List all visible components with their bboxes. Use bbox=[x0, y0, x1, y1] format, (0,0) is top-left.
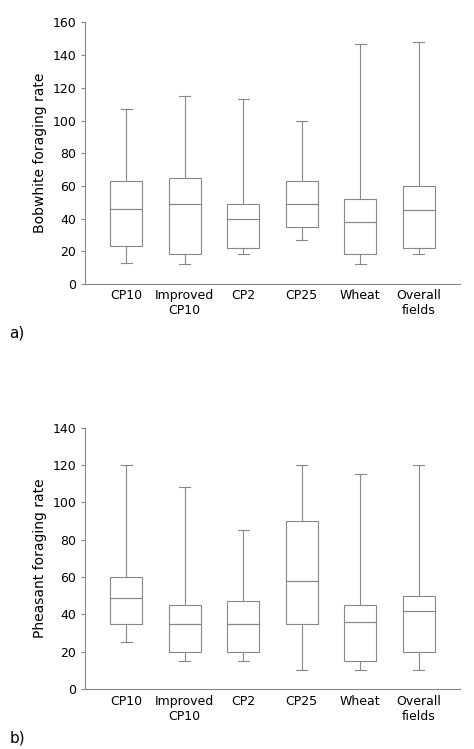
Bar bbox=[110, 181, 142, 246]
Text: b): b) bbox=[9, 730, 25, 745]
Text: a): a) bbox=[9, 325, 25, 340]
Bar bbox=[169, 178, 201, 255]
Bar bbox=[286, 181, 318, 227]
Bar bbox=[344, 199, 376, 255]
Y-axis label: Pheasant foraging rate: Pheasant foraging rate bbox=[33, 479, 47, 638]
Bar bbox=[344, 605, 376, 661]
Bar bbox=[227, 204, 259, 248]
Bar bbox=[169, 605, 201, 652]
Bar bbox=[403, 595, 435, 652]
Bar bbox=[227, 601, 259, 652]
Y-axis label: Bobwhite foraging rate: Bobwhite foraging rate bbox=[33, 73, 47, 234]
Bar bbox=[403, 186, 435, 248]
Bar bbox=[286, 521, 318, 624]
Bar bbox=[110, 577, 142, 624]
